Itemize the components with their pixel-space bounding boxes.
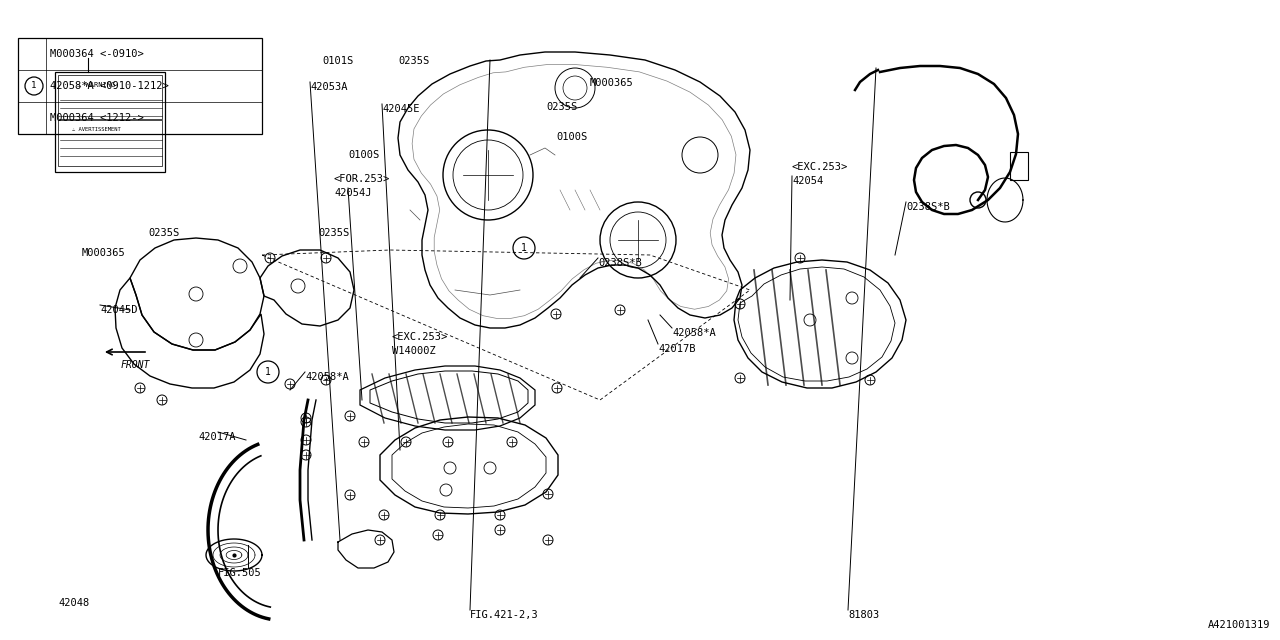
- Bar: [58, 75, 163, 119]
- Text: A421001319: A421001319: [1207, 620, 1270, 630]
- Text: 0235S: 0235S: [547, 102, 577, 112]
- Text: FIG.505: FIG.505: [218, 568, 261, 578]
- Text: 42045D: 42045D: [100, 305, 137, 315]
- Text: M000364 <1212->: M000364 <1212->: [50, 113, 143, 123]
- Text: 42058*A: 42058*A: [672, 328, 716, 338]
- Text: 42017B: 42017B: [658, 344, 695, 354]
- Bar: [1010, 152, 1028, 180]
- Text: ⚠ AVERTISSEMENT: ⚠ AVERTISSEMENT: [72, 127, 120, 132]
- Text: ⚠ WARNING: ⚠ WARNING: [77, 82, 115, 88]
- Text: 1: 1: [521, 243, 527, 253]
- Text: 42058*A: 42058*A: [305, 372, 348, 382]
- Text: 0101S: 0101S: [323, 56, 353, 66]
- Text: <EXC.253>: <EXC.253>: [392, 332, 448, 342]
- Text: W14000Z: W14000Z: [392, 346, 435, 356]
- Text: M000365: M000365: [590, 78, 634, 88]
- Text: 1: 1: [31, 81, 37, 90]
- Text: 42054: 42054: [792, 176, 823, 186]
- Text: FIG.421-2,3: FIG.421-2,3: [470, 610, 539, 620]
- Text: 0238S*B: 0238S*B: [906, 202, 950, 212]
- Bar: [18, 38, 262, 134]
- Text: 42053A: 42053A: [310, 82, 347, 92]
- Text: 0238S*B: 0238S*B: [598, 258, 641, 268]
- Text: <EXC.253>: <EXC.253>: [792, 162, 849, 172]
- Text: 42054J: 42054J: [334, 188, 371, 198]
- Text: 0235S: 0235S: [398, 56, 429, 66]
- Text: 0235S: 0235S: [148, 228, 179, 238]
- Text: 81803: 81803: [849, 610, 879, 620]
- Text: M000365: M000365: [82, 248, 125, 258]
- Text: <FOR.253>: <FOR.253>: [334, 174, 390, 184]
- Bar: [55, 72, 165, 172]
- Text: M000364 <-0910>: M000364 <-0910>: [50, 49, 143, 59]
- Text: 42048: 42048: [58, 598, 90, 608]
- Text: 0100S: 0100S: [348, 150, 379, 160]
- Text: 42017A: 42017A: [198, 432, 236, 442]
- Text: FRONT: FRONT: [120, 360, 150, 370]
- Text: 0235S: 0235S: [317, 228, 349, 238]
- Text: 42045E: 42045E: [381, 104, 420, 114]
- Text: 1: 1: [265, 367, 271, 377]
- Text: 0100S: 0100S: [556, 132, 588, 142]
- Bar: [58, 120, 163, 166]
- Text: 42058*A <0910-1212>: 42058*A <0910-1212>: [50, 81, 169, 91]
